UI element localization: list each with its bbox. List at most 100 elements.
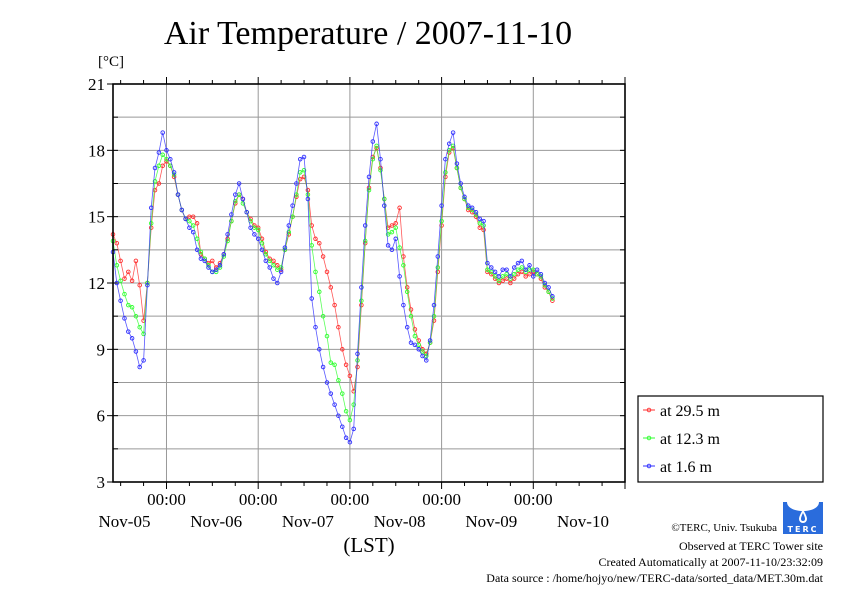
data-point [355, 364, 360, 370]
data-point [328, 391, 334, 396]
data-point [366, 174, 372, 180]
data-point [340, 391, 345, 396]
data-point [114, 240, 120, 246]
data-point [294, 181, 299, 186]
observed-text: Observed at TERC Tower site [678, 539, 823, 553]
data-point [458, 181, 463, 186]
x-tick-date-label: Nov-06 [190, 512, 242, 531]
chart-title: Air Temperature / 2007-11-10 [163, 15, 573, 52]
data-point [443, 156, 448, 162]
data-point [527, 263, 532, 268]
data-point [252, 232, 257, 237]
data-point [439, 203, 444, 208]
data-point [297, 176, 303, 182]
data-point [336, 413, 341, 418]
data-point [393, 221, 398, 226]
data-point [477, 225, 483, 230]
data-point [531, 274, 536, 279]
data-point [156, 181, 162, 186]
data-point [431, 313, 437, 319]
data-point [416, 347, 421, 352]
x-tick-time-label: 00:00 [147, 490, 186, 509]
copyright-text: ©TERC, Univ. Tsukuba [671, 520, 823, 536]
data-point [148, 221, 154, 226]
data-point [328, 285, 334, 290]
data-point [278, 269, 284, 275]
data-point [332, 362, 337, 368]
data-point [263, 258, 269, 264]
data-point [550, 298, 555, 303]
data-point [389, 223, 395, 228]
data-point [458, 185, 463, 191]
series-2 [110, 121, 555, 445]
x-tick-date-label: Nov-10 [557, 512, 609, 531]
data-point [317, 347, 322, 352]
data-point [225, 238, 230, 244]
data-point [324, 269, 330, 275]
data-point [202, 258, 207, 264]
legend-marker [646, 463, 652, 469]
data-point [347, 417, 353, 423]
data-point [504, 267, 509, 272]
data-point [362, 238, 368, 244]
data-point [332, 402, 337, 407]
data-point [343, 362, 349, 368]
data-point [347, 439, 353, 445]
data-point [297, 156, 303, 162]
y-tick-label: 12 [88, 274, 105, 293]
data-point [370, 139, 376, 144]
data-point [152, 165, 158, 171]
data-point [397, 274, 402, 279]
data-source-text: Data source : /home/hojyo/new/TERC-data/… [486, 571, 823, 585]
copyright-label: ©TERC, Univ. Tsukuba [671, 522, 777, 534]
data-point [508, 280, 513, 286]
data-point [324, 380, 330, 385]
data-point [538, 271, 544, 277]
data-point [118, 298, 123, 303]
data-point [351, 426, 356, 432]
data-point [347, 373, 353, 379]
y-tick-labels: 3 6 9 12 15 18 21 [88, 75, 105, 492]
legend-label: at 1.6 m [660, 459, 713, 476]
data-point [359, 285, 364, 290]
data-point [190, 214, 196, 219]
x-tick-time-label: 00:00 [239, 490, 278, 509]
data-point [469, 205, 475, 211]
data-point [496, 278, 502, 284]
data-point [385, 232, 391, 237]
data-point [221, 252, 227, 257]
data-point [129, 336, 135, 341]
data-point [355, 351, 360, 357]
data-point [351, 402, 356, 407]
data-point [206, 265, 211, 270]
data-point [435, 254, 441, 259]
data-point [343, 408, 349, 414]
data-point [267, 265, 272, 270]
data-point [233, 198, 238, 204]
data-point [286, 223, 292, 228]
data-point [122, 316, 127, 321]
data-point [183, 216, 188, 222]
data-point [152, 179, 158, 184]
data-point [450, 130, 456, 135]
data-point [431, 302, 437, 308]
data-point [359, 298, 364, 303]
data-point [255, 227, 261, 233]
data-point [126, 329, 131, 334]
data-point [305, 187, 311, 193]
data-point [171, 170, 177, 175]
data-point [137, 364, 142, 370]
data-point [229, 212, 234, 217]
data-point [290, 203, 295, 208]
x-tick-time-label: 00:00 [331, 490, 370, 509]
data-point [126, 269, 131, 275]
data-point [317, 289, 322, 295]
data-point [118, 258, 123, 264]
data-point [378, 167, 383, 173]
data-point [309, 296, 314, 301]
series-line [112, 146, 553, 392]
data-point [485, 267, 490, 272]
data-point [374, 143, 379, 149]
data-point [546, 285, 551, 290]
